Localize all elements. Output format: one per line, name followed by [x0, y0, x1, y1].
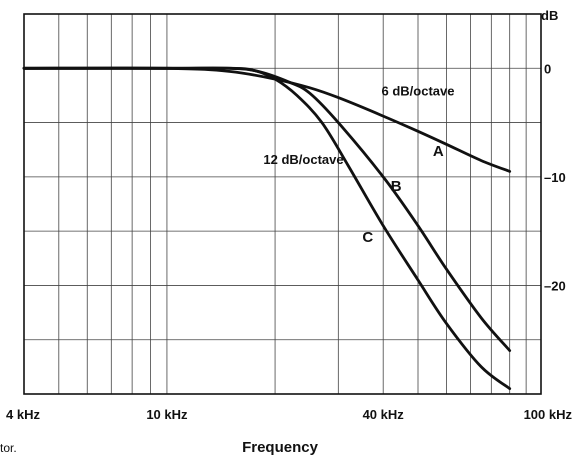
slope-annotation: 12 dB/octave — [263, 152, 343, 167]
y-tick-label: –20 — [544, 278, 566, 293]
grid-lines — [24, 14, 541, 394]
curve-c — [22, 66, 512, 390]
x-tick-label: 100 kHz — [524, 407, 573, 422]
x-tick-label: 40 kHz — [363, 407, 405, 422]
y-tick-label: 0 — [544, 61, 551, 76]
caption-fragment: tor. — [0, 441, 17, 455]
x-tick-label: 10 kHz — [146, 407, 188, 422]
curve-label-c: C — [362, 229, 373, 246]
plot-frame — [23, 13, 542, 395]
x-axis-title: Frequency — [242, 439, 319, 456]
labels: A B C 6 dB/octave 12 dB/octave 4 kHz 10 kHz 40 … — [6, 61, 572, 422]
curve-label-b: B — [391, 178, 402, 195]
curve-label-a: A — [433, 143, 444, 160]
slope-annotation: 6 dB/octave — [382, 83, 455, 98]
curves — [22, 66, 512, 390]
y-unit-label: dB — [541, 8, 558, 23]
y-tick-label: –10 — [544, 170, 566, 185]
x-tick-label: 4 kHz — [6, 407, 40, 422]
